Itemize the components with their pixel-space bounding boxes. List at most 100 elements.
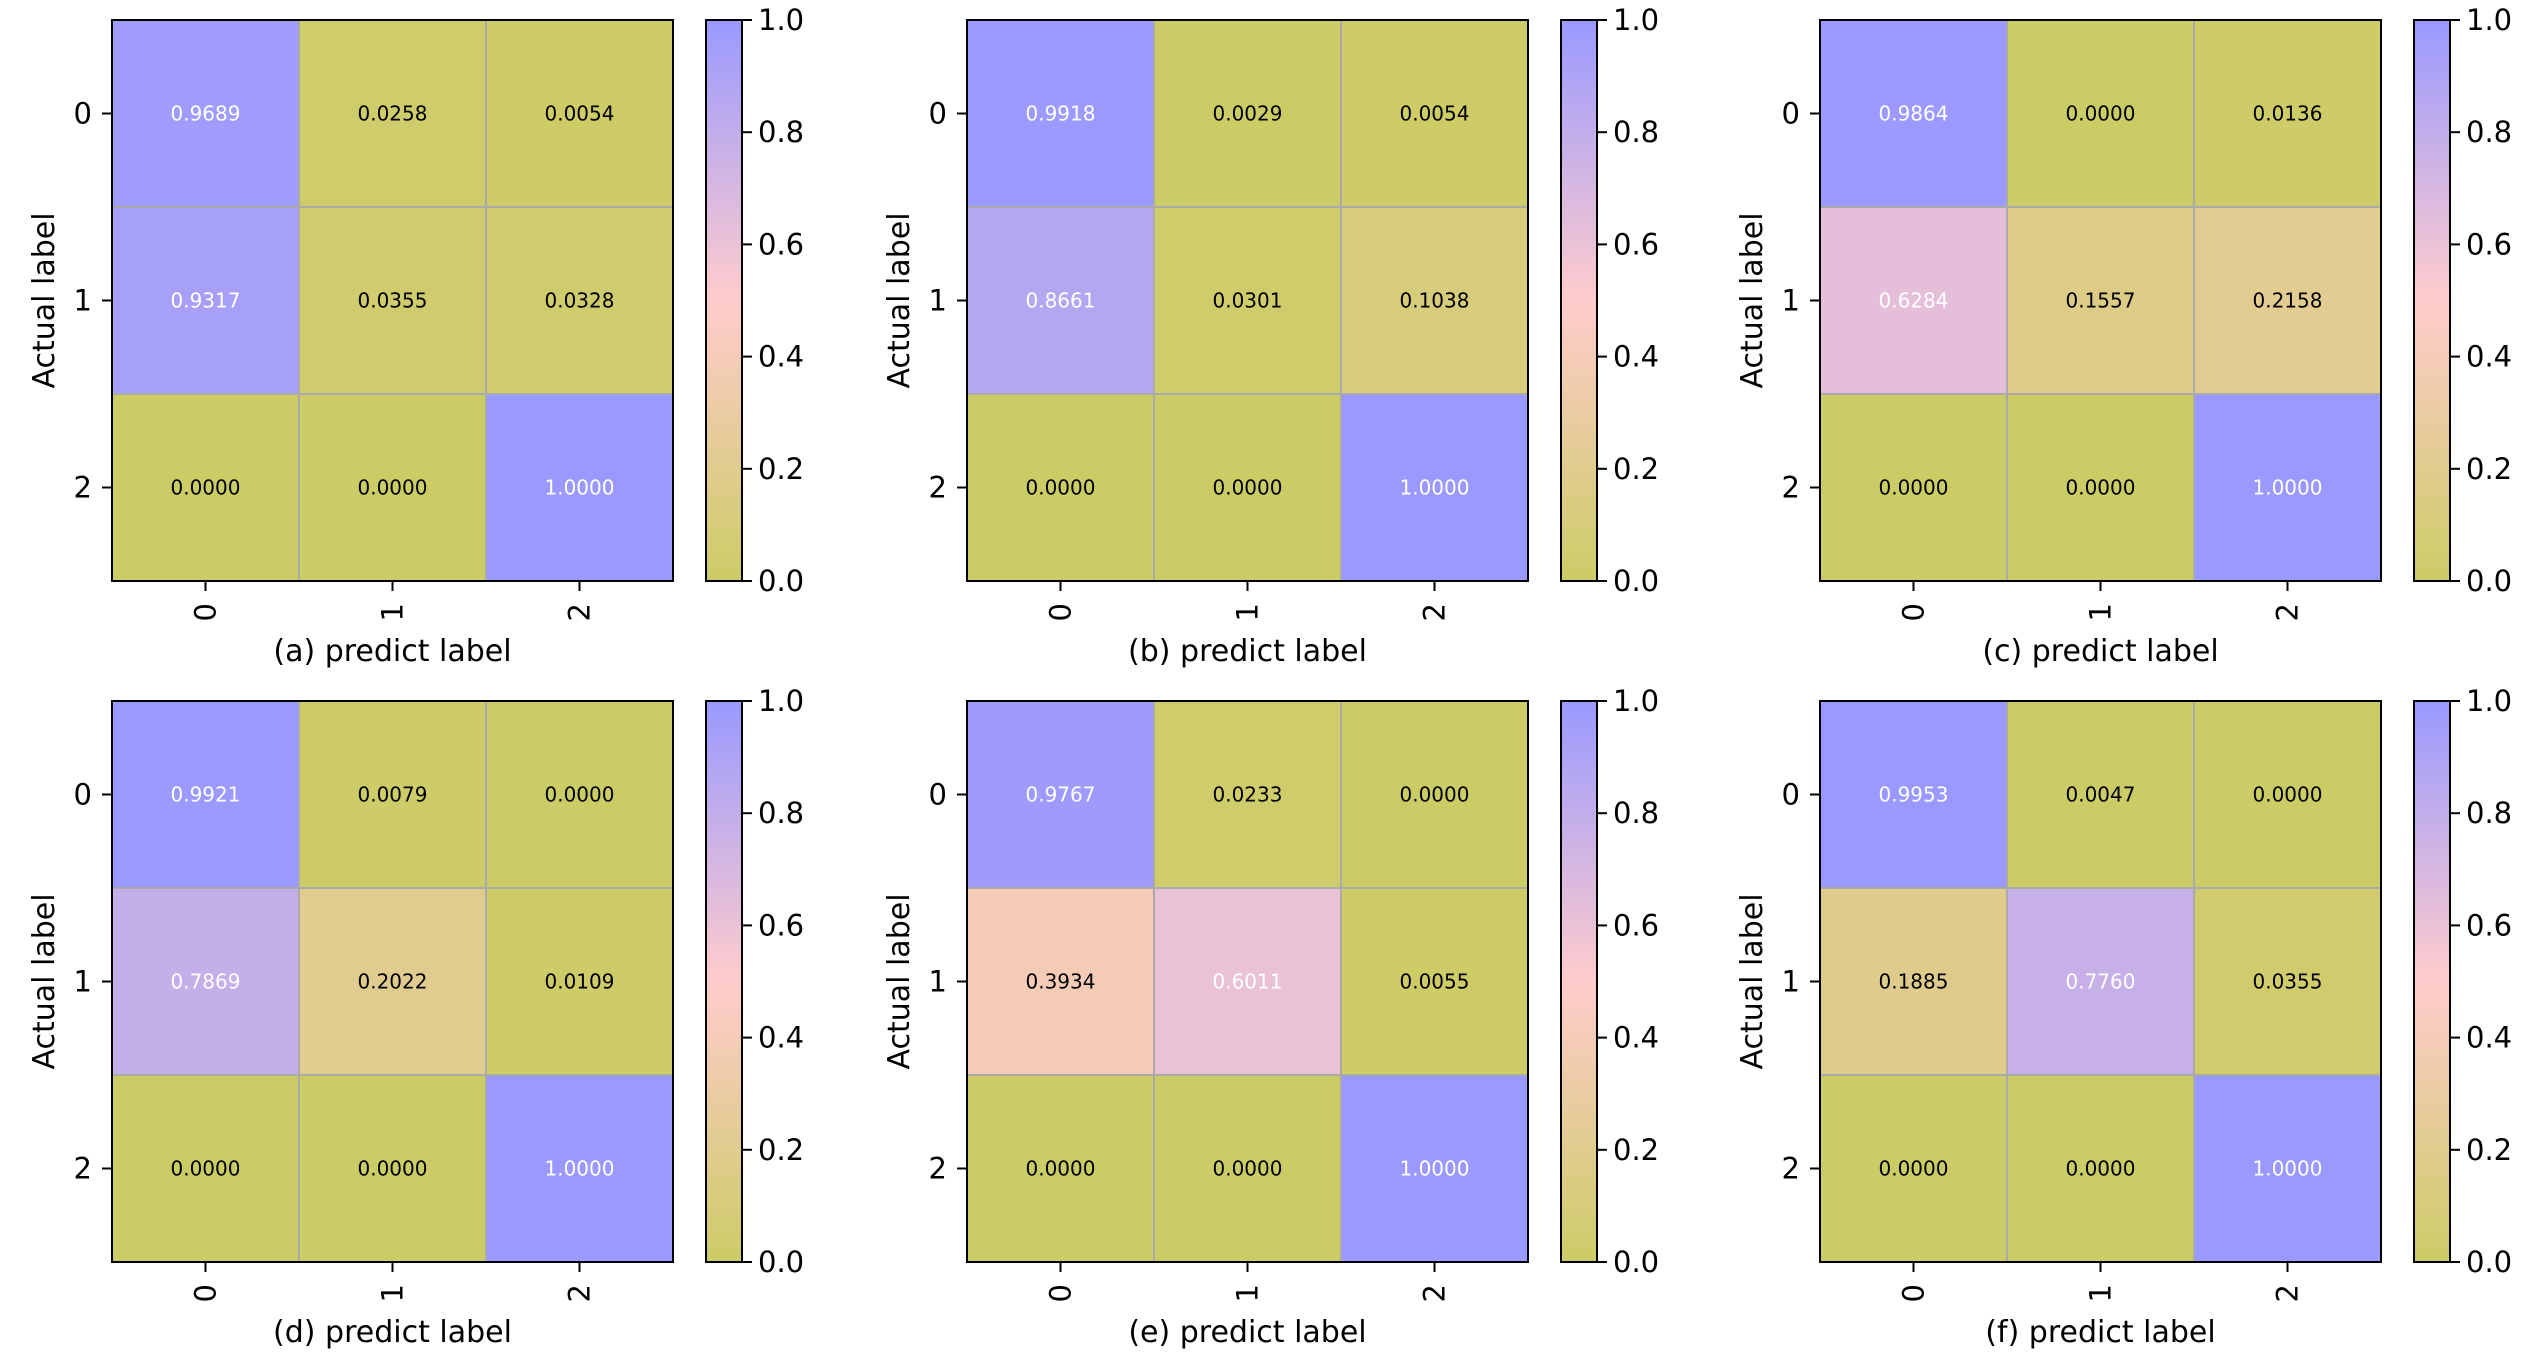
y-tick-label-d-0: 0: [74, 778, 92, 812]
colorbar-tick-label-a-5: 1.0: [758, 3, 804, 37]
cell-value-f-r0-c0: 0.9953: [1879, 783, 1949, 807]
heatmap-cell-f-r1-c1: [2006, 887, 2195, 1076]
colorbar-tick-label-e-2: 0.4: [1613, 1021, 1659, 1055]
colorbar-tick-label-c-0: 0.0: [2466, 564, 2512, 598]
colorbar-tick-label-b-3: 0.6: [1613, 227, 1659, 261]
colorbar-tick-label-d-4: 0.8: [758, 796, 804, 830]
cell-value-c-r0-c2: 0.0136: [2253, 102, 2323, 126]
y-tick-label-e-2: 2: [929, 1152, 947, 1186]
cell-value-a-r2-c1: 0.0000: [358, 476, 428, 500]
y-tick-label-a-0: 0: [74, 97, 92, 131]
y-tick-label-d-1: 1: [74, 965, 92, 999]
cell-value-d-r2-c2: 1.0000: [545, 1157, 615, 1181]
cell-value-a-r0-c0: 0.9689: [171, 102, 241, 126]
heatmap-cell-c-r1-c1: [2006, 206, 2195, 395]
colorbar-tick-label-e-0: 0.0: [1613, 1245, 1659, 1279]
y-tick-label-b-1: 1: [929, 284, 947, 318]
colorbar-tick-label-a-3: 0.6: [758, 227, 804, 261]
y-axis-label-a: Actual label: [27, 212, 62, 388]
x-axis-label-d: (d) predict label: [273, 1315, 512, 1350]
y-tick-label-b-2: 2: [929, 471, 947, 505]
colorbar-tick-label-e-3: 0.6: [1613, 908, 1659, 942]
x-tick-label-a-0: 0: [189, 603, 223, 621]
cell-value-d-r1-c0: 0.7869: [171, 970, 241, 994]
cell-value-e-r2-c2: 1.0000: [1400, 1157, 1470, 1181]
cell-value-a-r1-c0: 0.9317: [171, 289, 241, 313]
cell-value-f-r2-c0: 0.0000: [1879, 1157, 1949, 1181]
cell-value-d-r0-c0: 0.9921: [171, 783, 241, 807]
y-axis-label-d: Actual label: [27, 893, 62, 1069]
colorbar-c: [2413, 19, 2451, 582]
cell-value-b-r0-c2: 0.0054: [1400, 102, 1470, 126]
colorbar-b: [1560, 19, 1598, 582]
cell-value-d-r1-c1: 0.2022: [358, 970, 428, 994]
colorbar-tick-label-b-4: 0.8: [1613, 115, 1659, 149]
cell-value-e-r0-c1: 0.0233: [1213, 783, 1283, 807]
heatmap-cell-f-r2-c2: [2193, 1074, 2382, 1263]
cell-value-d-r0-c2: 0.0000: [545, 783, 615, 807]
y-tick-label-d-2: 2: [74, 1152, 92, 1186]
x-tick-label-a-1: 1: [376, 603, 410, 621]
heatmap-cell-c-r0-c1: [2006, 19, 2195, 208]
heatmap-cell-f-r0-c2: [2193, 700, 2382, 889]
cell-value-d-r1-c2: 0.0109: [545, 970, 615, 994]
y-axis-label-c: Actual label: [1735, 212, 1770, 388]
heatmap-cell-c-r1-c2: [2193, 206, 2382, 395]
cell-value-f-r1-c0: 0.1885: [1879, 970, 1949, 994]
x-tick-label-b-0: 0: [1044, 603, 1078, 621]
cell-value-a-r0-c2: 0.0054: [545, 102, 615, 126]
x-axis-label-b: (b) predict label: [1128, 634, 1367, 669]
cell-value-c-r0-c0: 0.9864: [1879, 102, 1949, 126]
x-axis-label-a: (a) predict label: [273, 634, 511, 669]
x-tick-label-d-0: 0: [189, 1284, 223, 1302]
colorbar-tick-label-c-5: 1.0: [2466, 3, 2512, 37]
x-tick-label-b-2: 2: [1418, 603, 1452, 621]
colorbar-tick-label-e-1: 0.2: [1613, 1133, 1659, 1167]
cell-value-d-r2-c1: 0.0000: [358, 1157, 428, 1181]
cell-value-d-r0-c1: 0.0079: [358, 783, 428, 807]
x-tick-label-e-0: 0: [1044, 1284, 1078, 1302]
heatmap-cell-c-r1-c0: [1819, 206, 2008, 395]
heatmap-cell-a-r1-c2: [485, 206, 674, 395]
cell-value-a-r2-c2: 1.0000: [545, 476, 615, 500]
colorbar-a: [705, 19, 743, 582]
heatmap-cell-b-r1-c0: [966, 206, 1155, 395]
cell-value-a-r2-c0: 0.0000: [171, 476, 241, 500]
heatmap-cell-e-r1-c1: [1153, 887, 1342, 1076]
colorbar-tick-label-f-5: 1.0: [2466, 684, 2512, 718]
cell-value-b-r2-c1: 0.0000: [1213, 476, 1283, 500]
heatmap-cell-b-r2-c0: [966, 393, 1155, 582]
y-tick-label-f-1: 1: [1782, 965, 1800, 999]
heatmap-cell-c-r0-c2: [2193, 19, 2382, 208]
cell-value-c-r2-c1: 0.0000: [2066, 476, 2136, 500]
heatmap-cell-e-r2-c0: [966, 1074, 1155, 1263]
x-tick-label-f-1: 1: [2084, 1284, 2118, 1302]
heatmap-cell-c-r0-c0: [1819, 19, 2008, 208]
cell-value-a-r1-c1: 0.0355: [358, 289, 428, 313]
cell-value-f-r1-c2: 0.0355: [2253, 970, 2323, 994]
colorbar-tick-label-c-4: 0.8: [2466, 115, 2512, 149]
heatmap-cell-a-r2-c1: [298, 393, 487, 582]
cell-value-e-r0-c2: 0.0000: [1400, 783, 1470, 807]
x-tick-label-c-1: 1: [2084, 603, 2118, 621]
cell-value-c-r1-c2: 0.2158: [2253, 289, 2323, 313]
heatmap-cell-b-r2-c2: [1340, 393, 1529, 582]
cell-value-e-r1-c1: 0.6011: [1213, 970, 1283, 994]
y-tick-label-c-0: 0: [1782, 97, 1800, 131]
heatmap-cell-f-r0-c0: [1819, 700, 2008, 889]
y-tick-label-f-0: 0: [1782, 778, 1800, 812]
y-tick-label-f-2: 2: [1782, 1152, 1800, 1186]
cell-value-b-r1-c2: 0.1038: [1400, 289, 1470, 313]
x-axis-label-e: (e) predict label: [1128, 1315, 1366, 1350]
colorbar-f: [2413, 700, 2451, 1263]
cell-value-f-r2-c2: 1.0000: [2253, 1157, 2323, 1181]
colorbar-tick-label-f-1: 0.2: [2466, 1133, 2512, 1167]
cell-value-e-r1-c2: 0.0055: [1400, 970, 1470, 994]
panel-d: 0.9921 0.0079 0.0000 0.7869 0.2022 0.0109 0.00…: [27, 684, 804, 1350]
y-tick-label-c-1: 1: [1782, 284, 1800, 318]
x-axis-label-f: (f) predict label: [1985, 1315, 2215, 1350]
cell-value-c-r2-c0: 0.0000: [1879, 476, 1949, 500]
